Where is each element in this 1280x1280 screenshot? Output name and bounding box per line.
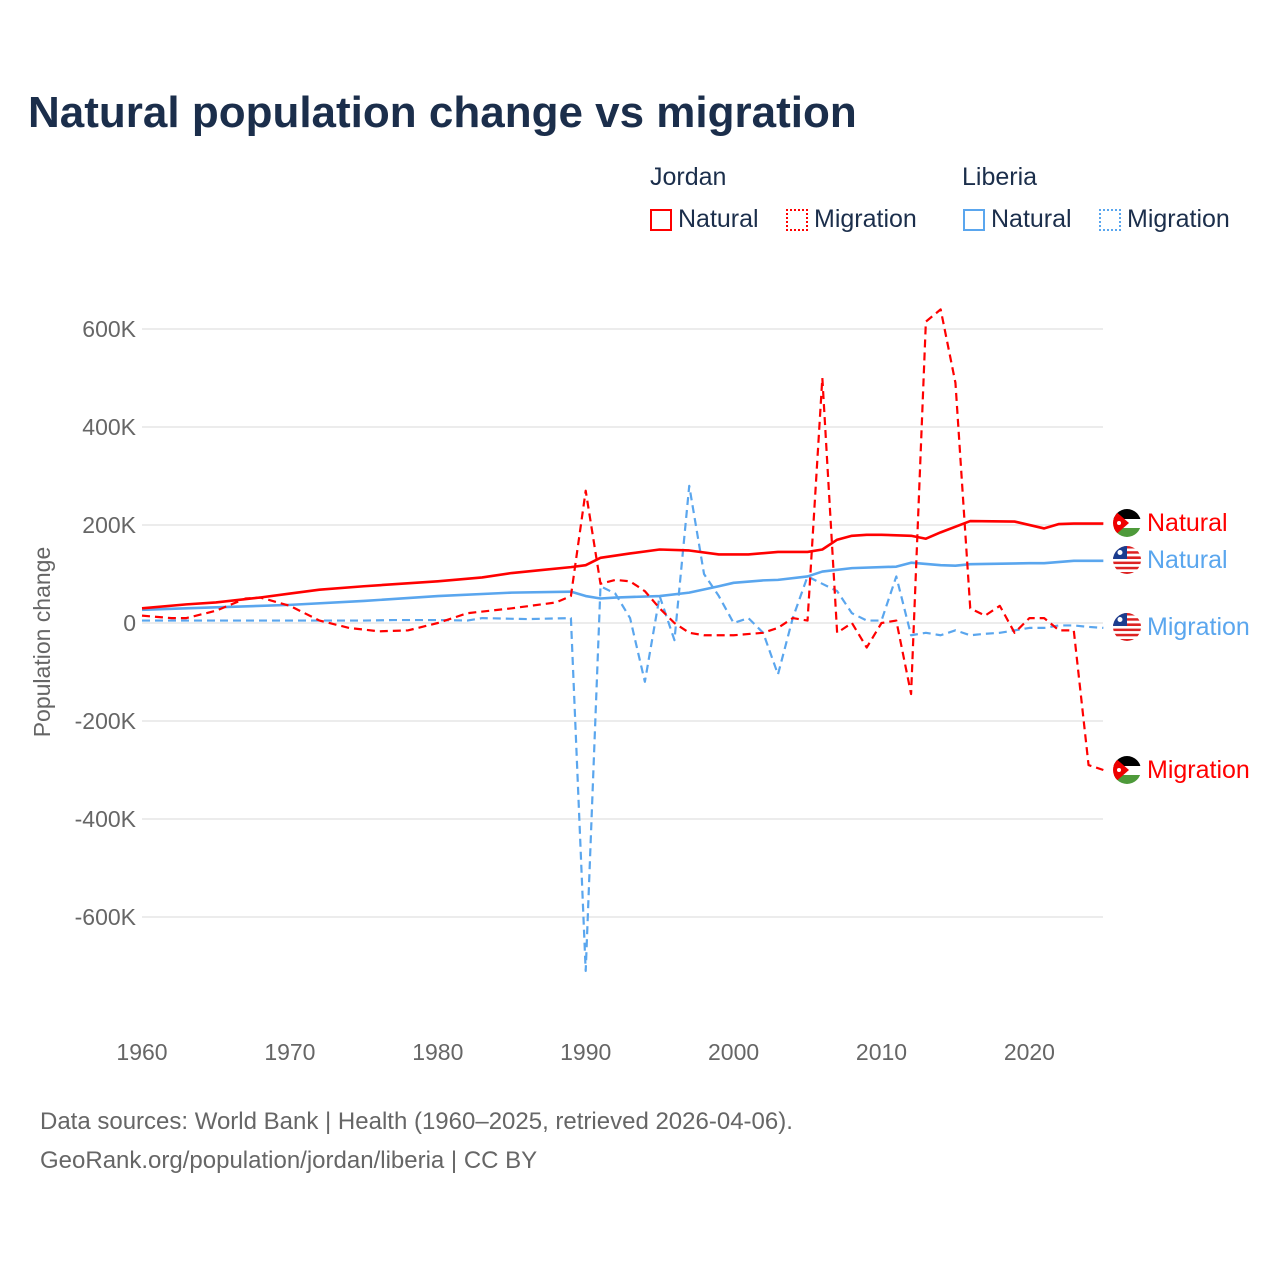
x-tick-label: 2000 [708, 1039, 759, 1065]
end-label-liberia-natural: Natural [1113, 546, 1228, 574]
liberia-flag-icon [1113, 546, 1141, 574]
legend-label: Migration [814, 205, 917, 233]
end-label-text: Natural [1147, 509, 1228, 537]
end-label-jordan-migration: Migration [1113, 756, 1250, 784]
jordan-flag-icon [1113, 756, 1141, 784]
series-line-jordan-natural [141, 519, 1104, 610]
x-tick-label: 2010 [856, 1039, 907, 1065]
legend-liberia-migration[interactable]: Migration [1099, 205, 1230, 234]
jordan-flag-icon [1113, 509, 1141, 537]
legend-swatch [786, 209, 808, 231]
legend-liberia-natural[interactable]: Natural [963, 205, 1072, 234]
legend-jordan-migration[interactable]: Migration [786, 205, 917, 234]
end-label-text: Migration [1147, 756, 1250, 784]
y-tick-label: 600K [82, 316, 136, 342]
y-tick-label: -600K [75, 904, 137, 930]
end-label-text: Natural [1147, 546, 1228, 574]
legend-group-jordan: Jordan [650, 163, 727, 191]
liberia-flag-icon [1113, 613, 1141, 641]
series-line-liberia-natural [141, 559, 1104, 612]
x-tick-label: 1980 [412, 1039, 463, 1065]
x-tick-label: 1960 [116, 1039, 167, 1065]
legend-swatch [963, 209, 985, 231]
x-tick-label: 2020 [1004, 1039, 1055, 1065]
legend-label: Natural [678, 205, 759, 233]
legend-label: Migration [1127, 205, 1230, 233]
x-tick-label: 1970 [264, 1039, 315, 1065]
y-tick-label: 200K [82, 512, 136, 538]
legend-swatch [650, 209, 672, 231]
y-axis-label: Population change [29, 547, 55, 738]
y-tick-label: -400K [75, 806, 137, 832]
legend-swatch [1099, 209, 1121, 231]
end-label-text: Migration [1147, 613, 1250, 641]
footer-sources: Data sources: World Bank | Health (1960–… [40, 1108, 793, 1135]
x-tick-label: 1990 [560, 1039, 611, 1065]
legend-group-liberia: Liberia [962, 163, 1038, 191]
y-tick-label: -200K [75, 708, 137, 734]
chart-title: Natural population change vs migration [28, 88, 857, 137]
series-line-liberia-migration [142, 484, 1104, 973]
end-label-liberia-migration: Migration [1113, 613, 1250, 641]
series-line-jordan-migration [141, 308, 1104, 772]
legend-jordan-natural[interactable]: Natural [650, 205, 759, 234]
footer-link[interactable]: GeoRank.org/population/jordan/liberia | … [40, 1147, 538, 1174]
y-tick-label: 400K [82, 414, 136, 440]
legend-label: Natural [991, 205, 1072, 233]
y-tick-label: 0 [123, 610, 136, 636]
end-label-jordan-natural: Natural [1113, 509, 1228, 537]
